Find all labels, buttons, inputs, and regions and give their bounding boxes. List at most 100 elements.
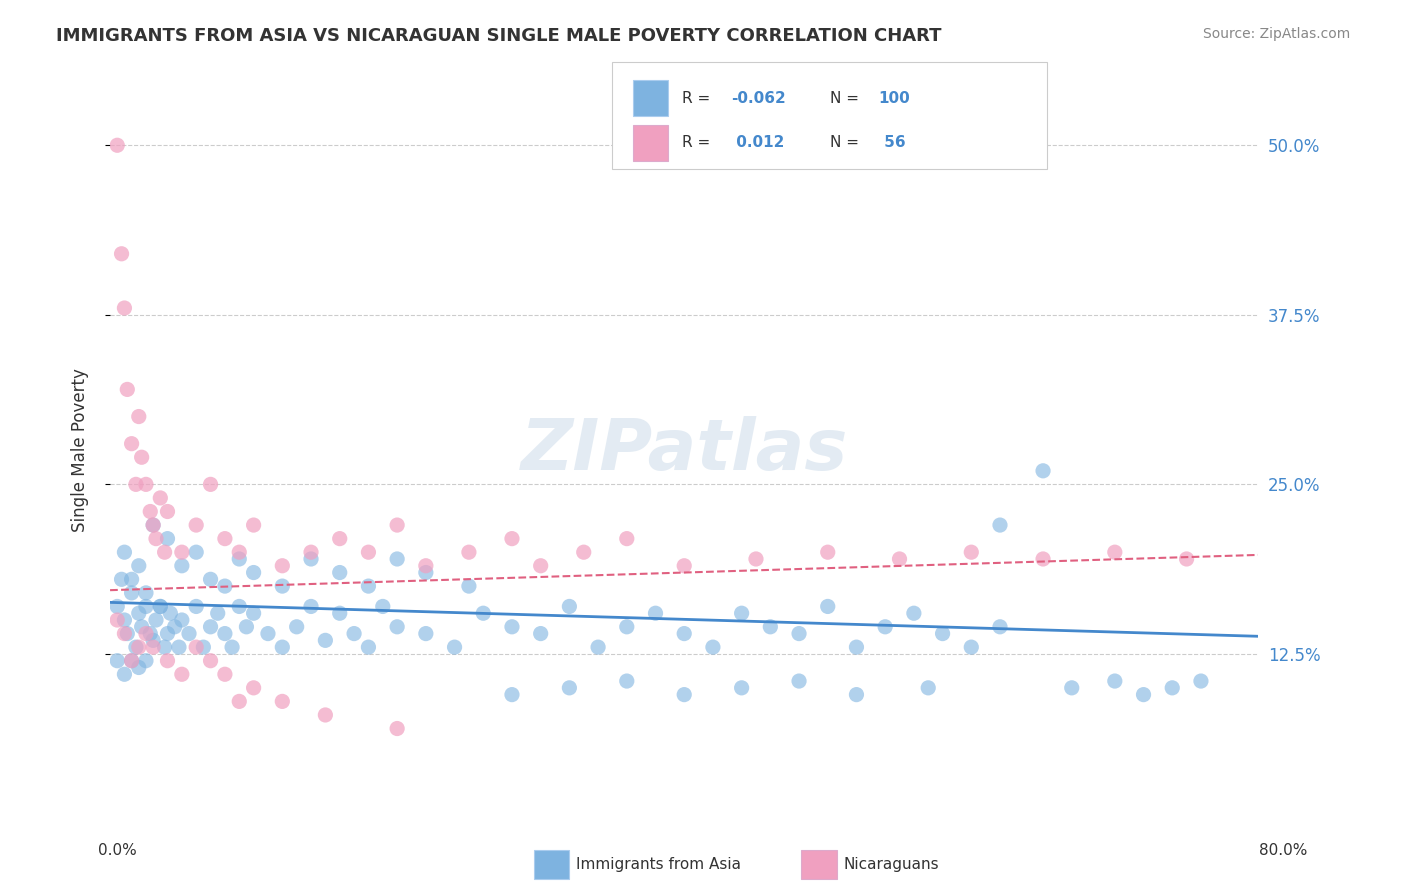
Point — [673, 626, 696, 640]
Point — [299, 545, 322, 559]
Point — [299, 599, 322, 614]
Point — [730, 681, 752, 695]
Point — [845, 688, 868, 702]
Point — [817, 545, 839, 559]
Point — [121, 654, 143, 668]
Point — [271, 579, 294, 593]
Point — [271, 640, 294, 654]
Point — [153, 640, 176, 654]
Text: -0.062: -0.062 — [731, 91, 786, 105]
Point — [745, 552, 768, 566]
Point — [131, 450, 153, 465]
Point — [139, 504, 162, 518]
Point — [170, 545, 193, 559]
Point — [242, 681, 264, 695]
Point — [170, 558, 193, 573]
Point — [415, 566, 437, 580]
Point — [156, 504, 179, 518]
Text: 80.0%: 80.0% — [1260, 843, 1308, 858]
Text: R =: R = — [682, 136, 716, 150]
Point — [167, 640, 190, 654]
Point — [128, 640, 150, 654]
Point — [221, 640, 243, 654]
Point — [988, 518, 1011, 533]
Point — [112, 545, 135, 559]
Point — [135, 477, 157, 491]
Text: N =: N = — [830, 136, 863, 150]
Point — [159, 606, 181, 620]
Point — [616, 532, 638, 546]
Point — [385, 518, 408, 533]
Point — [128, 660, 150, 674]
Point — [121, 572, 143, 586]
Point — [112, 301, 135, 315]
Point — [371, 599, 394, 614]
Point — [385, 552, 408, 566]
Point — [415, 626, 437, 640]
Point — [787, 674, 810, 689]
Point — [357, 579, 380, 593]
Point — [530, 626, 553, 640]
Point — [112, 613, 135, 627]
Point — [472, 606, 495, 620]
Point — [128, 558, 150, 573]
Point — [845, 640, 868, 654]
Point — [988, 620, 1011, 634]
Point — [228, 552, 250, 566]
Point — [149, 491, 172, 505]
Point — [616, 620, 638, 634]
Point — [458, 545, 481, 559]
Point — [200, 654, 222, 668]
Point — [193, 640, 215, 654]
Point — [357, 640, 380, 654]
Point — [135, 599, 157, 614]
Point — [1132, 688, 1154, 702]
Point — [228, 545, 250, 559]
Point — [329, 532, 352, 546]
Point — [242, 518, 264, 533]
Point — [214, 667, 236, 681]
Point — [135, 586, 157, 600]
Point — [235, 620, 257, 634]
Point — [156, 626, 179, 640]
Point — [200, 620, 222, 634]
Point — [443, 640, 465, 654]
Point — [586, 640, 609, 654]
Point — [207, 606, 229, 620]
Point — [163, 620, 186, 634]
Point — [200, 477, 222, 491]
Point — [730, 606, 752, 620]
Point — [156, 532, 179, 546]
Point — [121, 586, 143, 600]
Point — [125, 477, 148, 491]
Point — [128, 409, 150, 424]
Point — [299, 552, 322, 566]
Point — [117, 383, 139, 397]
Point — [960, 640, 983, 654]
Point — [145, 613, 167, 627]
Point — [117, 626, 139, 640]
Point — [931, 626, 953, 640]
Point — [616, 674, 638, 689]
Text: Immigrants from Asia: Immigrants from Asia — [576, 857, 741, 871]
Point — [357, 545, 380, 559]
Point — [228, 694, 250, 708]
Point — [214, 579, 236, 593]
Point — [177, 626, 200, 640]
Point — [558, 599, 581, 614]
Point — [875, 620, 897, 634]
Point — [121, 654, 143, 668]
Point — [572, 545, 595, 559]
Point — [329, 566, 352, 580]
Point — [214, 626, 236, 640]
Point — [385, 722, 408, 736]
Text: 100: 100 — [879, 91, 911, 105]
Point — [458, 579, 481, 593]
Point — [145, 532, 167, 546]
Point — [186, 518, 208, 533]
Point — [1032, 464, 1054, 478]
Text: 56: 56 — [879, 136, 905, 150]
Point — [285, 620, 308, 634]
Point — [200, 572, 222, 586]
Point — [1161, 681, 1184, 695]
